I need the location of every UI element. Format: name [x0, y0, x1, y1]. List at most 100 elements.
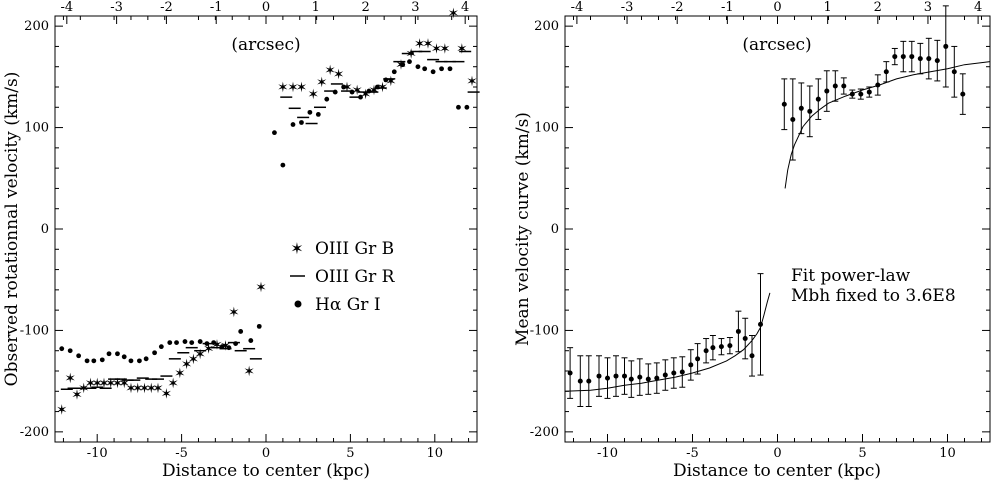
y-axis-ticks: -200 -100 0 100 200 — [530, 19, 990, 440]
legend-star-marker: ✶ — [290, 239, 303, 258]
mean-point — [807, 108, 813, 114]
star-point: ✶ — [277, 80, 289, 96]
x-axis-label: Distance to center (kpc) — [162, 461, 370, 481]
y-tick-label: -200 — [20, 425, 49, 440]
star-point: ✶ — [85, 376, 97, 392]
dot-point — [332, 89, 338, 95]
star-point: ✶ — [98, 376, 110, 392]
mean-point — [645, 376, 651, 382]
star-point: ✶ — [316, 75, 328, 91]
star-point: ✶ — [118, 376, 130, 392]
mean-point — [909, 54, 915, 60]
plot-frame — [564, 15, 991, 443]
top-tick-label: -3 — [621, 0, 634, 15]
star-point: ✶ — [422, 36, 434, 52]
star-point: ✶ — [307, 87, 319, 103]
legend: ✶ OIII Gr B OIII Gr R Hα Gr I — [290, 239, 396, 315]
dot-point — [174, 340, 179, 345]
dot-point — [456, 104, 461, 110]
mean-point — [790, 116, 796, 122]
top-tick-label: 2 — [874, 0, 882, 15]
star-point: ✶ — [333, 67, 345, 83]
top-tick-label: -2 — [160, 0, 173, 15]
top-tick-label: -4 — [60, 0, 73, 15]
x-axis-ticks: -10 -5 0 5 10 — [62, 16, 470, 461]
top-tick-label: -4 — [571, 0, 584, 15]
star-point: ✶ — [188, 352, 200, 368]
mean-point — [943, 43, 949, 49]
mean-point — [654, 375, 660, 381]
star-point: ✶ — [105, 376, 117, 392]
star-point: ✶ — [341, 80, 353, 96]
x-axis-ticks: -10 -5 0 5 10 — [573, 16, 982, 461]
dot-point — [464, 104, 470, 110]
dot-point — [256, 323, 262, 329]
mean-point — [628, 376, 634, 382]
dot-point — [219, 344, 225, 350]
y-tick-label: -100 — [20, 323, 49, 338]
x-tick-label: 10 — [427, 446, 444, 461]
dot-point — [290, 122, 296, 127]
star-point: ✶ — [324, 63, 336, 79]
mean-point — [605, 375, 610, 381]
dot-point — [137, 358, 142, 364]
mean-point — [841, 83, 847, 89]
mean-point — [824, 88, 830, 94]
dot-point — [182, 339, 188, 344]
dot-point — [115, 351, 120, 357]
top-tick-label: -1 — [721, 0, 734, 15]
star-point: ✶ — [194, 347, 206, 363]
mean-point — [596, 373, 602, 379]
dot-point — [349, 89, 355, 95]
dot-point — [248, 338, 254, 343]
mean-point — [866, 89, 872, 95]
dot-point — [422, 66, 428, 72]
mean-point — [951, 69, 957, 75]
top-tick-label: 3 — [924, 0, 932, 15]
star-point: ✶ — [228, 305, 240, 321]
dot-point — [226, 345, 232, 351]
mean-point — [622, 373, 627, 379]
mean-point — [688, 362, 694, 368]
dot-point — [383, 77, 389, 83]
mean-point — [586, 378, 592, 384]
x-tick-label: 0 — [262, 446, 270, 461]
dot-point — [189, 340, 195, 345]
top-tick-label: 3 — [411, 0, 419, 15]
legend-label-oiii-gr-r: OIII Gr R — [315, 267, 396, 287]
dot-point — [143, 356, 149, 362]
x-tick-label: -5 — [686, 446, 699, 461]
x-tick-label: -10 — [87, 446, 108, 461]
star-point: ✶ — [360, 87, 372, 103]
mean-point — [637, 374, 643, 380]
mean-point — [735, 328, 741, 334]
top-tick-label: 1 — [824, 0, 832, 15]
legend-label-oiii-gr-b: OIII Gr B — [315, 239, 394, 259]
mean-point — [900, 54, 906, 60]
mean-point — [858, 91, 864, 97]
top-axis-ticks: -4 -3 -2 -1 0 1 2 3 4 — [60, 0, 469, 24]
y-tick-label: 100 — [534, 121, 559, 136]
star-point: ✶ — [64, 371, 76, 387]
dot-point — [439, 66, 444, 72]
mean-point — [781, 101, 787, 107]
star-point: ✶ — [181, 357, 193, 373]
top-tick-label: -3 — [110, 0, 123, 15]
star-point: ✶ — [174, 366, 186, 382]
dot-point — [366, 88, 372, 94]
top-tick-label: 0 — [262, 0, 270, 15]
legend-dot-marker — [294, 300, 302, 308]
y-tick-label: -200 — [530, 425, 559, 440]
y-tick-label: -100 — [530, 323, 559, 338]
x-tick-label: -10 — [597, 446, 618, 461]
star-point: ✶ — [56, 403, 68, 419]
star-point: ✶ — [466, 74, 478, 90]
top-axis-label: (arcsec) — [742, 35, 811, 55]
star-point: ✶ — [414, 36, 426, 52]
data-marks: ✶✶✶✶✶✶✶✶✶✶✶✶✶✶✶✶✶✶✶✶✶✶✶✶✶✶✶✶✶✶ ✶✶✶✶✶✶✶✶✶✶… — [56, 6, 480, 419]
x-tick-label: 5 — [858, 446, 866, 461]
dot-point — [91, 358, 97, 364]
dot-point — [158, 344, 164, 350]
